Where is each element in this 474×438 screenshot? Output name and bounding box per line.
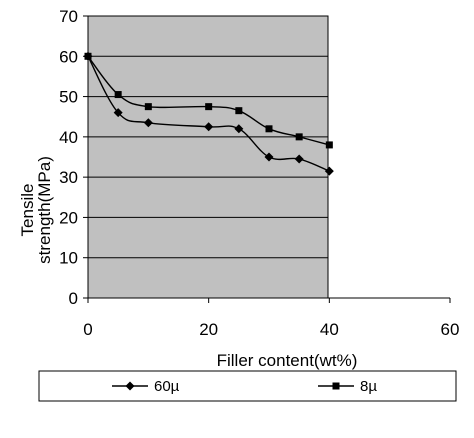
data-point	[295, 133, 303, 141]
data-point	[324, 166, 334, 176]
tick-labels: 0 10 20 30 40 50 60 70 0 20 40 60	[59, 7, 459, 339]
x-tick-label: 40	[320, 320, 339, 339]
legend: 60µ 8µ	[38, 370, 457, 402]
data-point	[205, 103, 213, 111]
data-point	[235, 107, 243, 115]
y-tick-label: 30	[59, 168, 78, 187]
legend-entry-1: 60µ	[112, 378, 180, 395]
legend-entry-2: 8µ	[318, 378, 377, 395]
data-point	[294, 154, 304, 164]
y-tick-label: 40	[59, 128, 78, 147]
y-axis-title: Tensile strength(MPa)	[18, 156, 54, 264]
data-point	[325, 141, 333, 149]
legend-label: 8µ	[360, 378, 377, 395]
axes	[87, 16, 450, 299]
y-tick-label: 20	[59, 208, 78, 227]
legend-marker	[332, 382, 340, 390]
y-tick-label: 60	[59, 47, 78, 66]
x-tick-label: 20	[199, 320, 218, 339]
x-axis-title: Filler content(wt%)	[217, 351, 358, 370]
x-tick-label: 60	[441, 320, 460, 339]
plot-area	[87, 15, 329, 299]
x-tick-label: 0	[83, 320, 92, 339]
data-point	[204, 122, 214, 132]
data-point	[234, 124, 244, 134]
y-tick-label: 10	[59, 249, 78, 268]
legend-box	[38, 370, 457, 402]
y-tick-label: 0	[69, 289, 78, 308]
data-point	[114, 91, 122, 99]
legend-label: 60µ	[154, 378, 180, 395]
data-point	[113, 108, 123, 118]
y-tick-label: 50	[59, 88, 78, 107]
data-point	[264, 152, 274, 162]
legend-marker	[125, 381, 135, 391]
gridlines	[88, 15, 328, 259]
series-1	[83, 51, 334, 176]
y-tick-label: 70	[59, 7, 78, 26]
data-point	[143, 118, 153, 128]
data-point	[144, 103, 152, 111]
y-axis-title-line-2: strength(MPa)	[35, 156, 54, 264]
y-axis-title-line-1: Tensile	[18, 184, 37, 237]
data-point	[265, 125, 273, 133]
